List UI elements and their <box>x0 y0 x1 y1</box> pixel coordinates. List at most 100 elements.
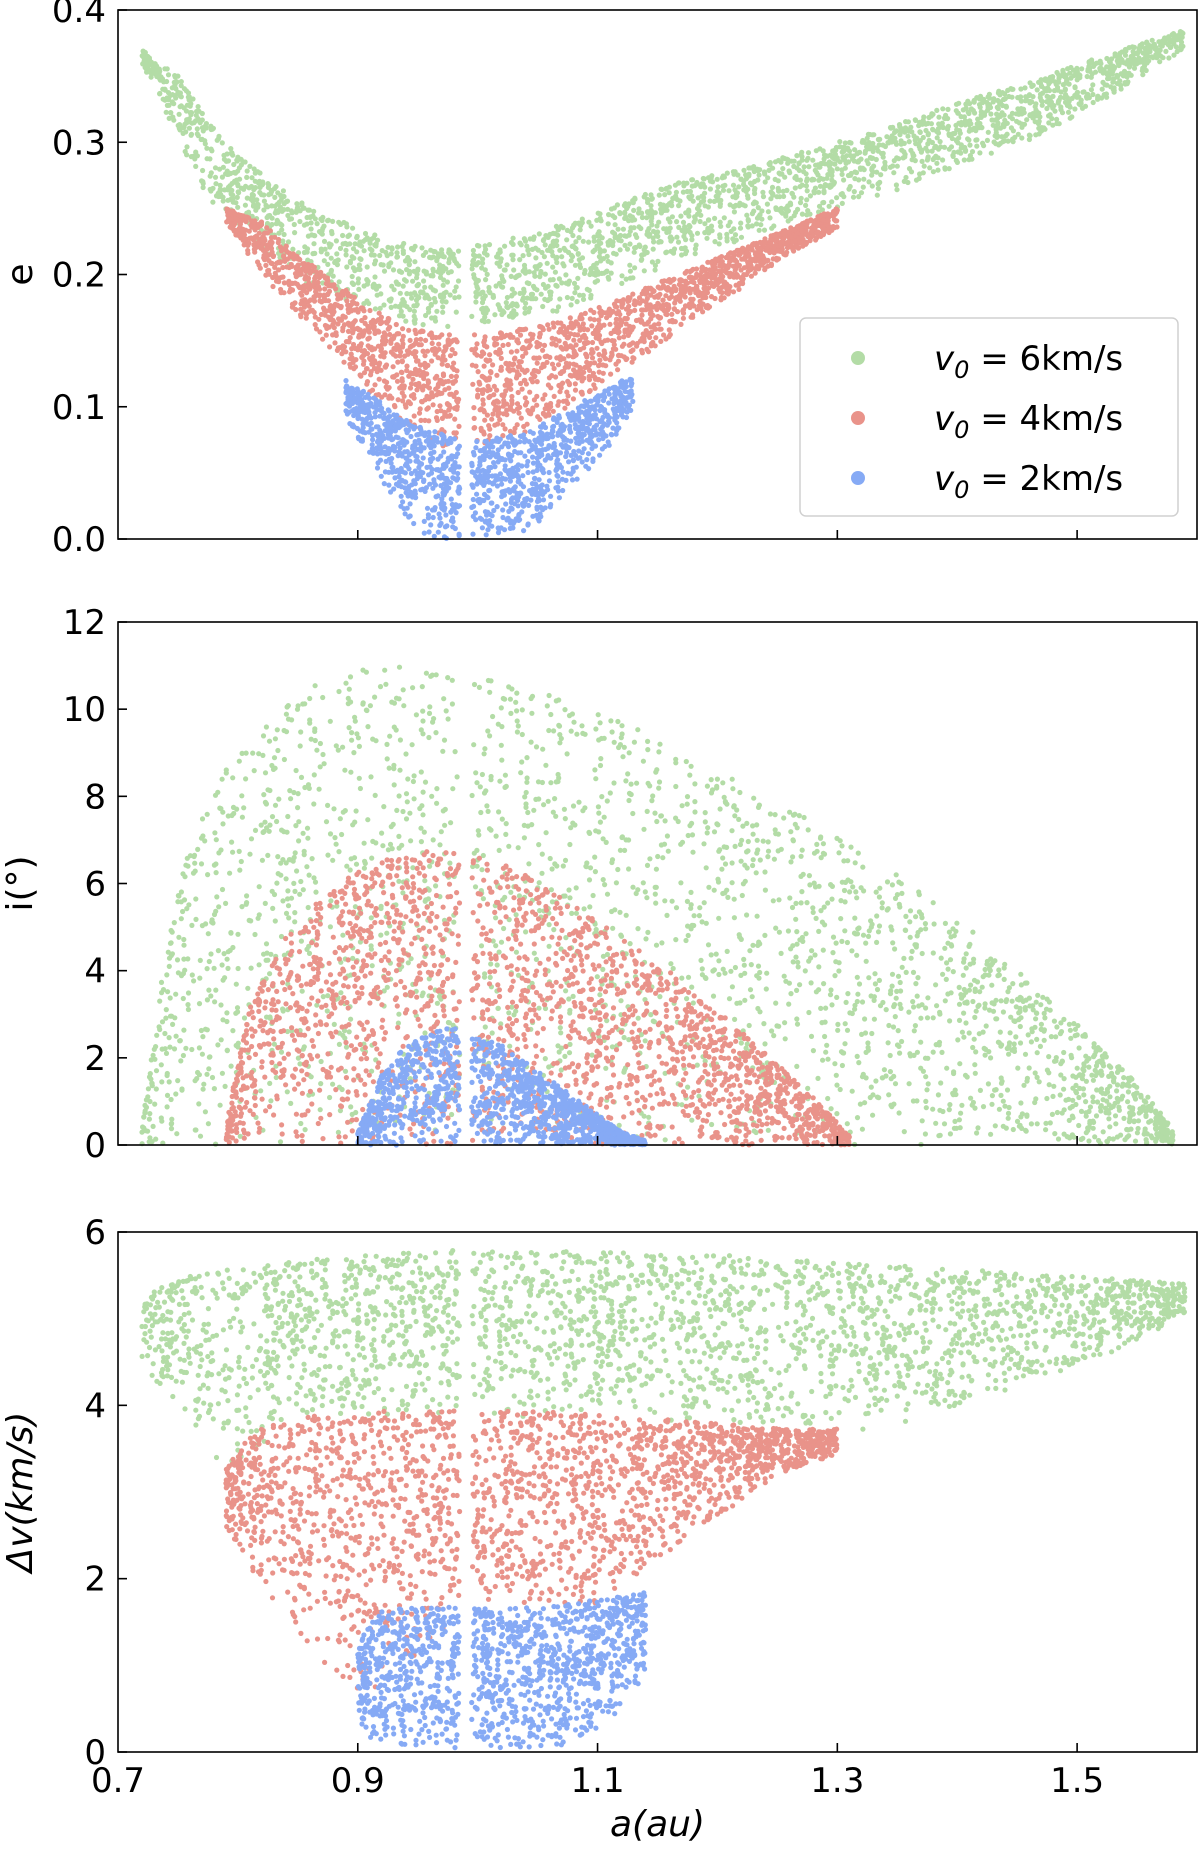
scatter-point <box>440 304 446 310</box>
scatter-point <box>762 179 768 185</box>
scatter-point <box>234 177 240 183</box>
scatter-point <box>686 222 692 229</box>
scatter-point <box>435 381 441 387</box>
scatter-point <box>257 170 263 176</box>
scatter-point <box>648 316 654 322</box>
scatter-point <box>411 308 417 314</box>
scatter-point <box>425 378 431 384</box>
scatter-point <box>407 307 413 313</box>
scatter-point <box>194 131 200 137</box>
scatter-point <box>834 166 840 172</box>
scatter-point <box>398 308 404 314</box>
scatter-point <box>357 327 363 333</box>
scatter-point <box>765 209 772 215</box>
scatter-point <box>625 297 631 304</box>
scatter-point <box>599 310 605 316</box>
scatter-point <box>539 249 545 256</box>
scatter-point <box>770 232 777 238</box>
scatter-point <box>1033 101 1039 107</box>
scatter-point <box>188 132 194 138</box>
scatter-point <box>473 299 479 305</box>
scatter-point <box>1009 86 1015 92</box>
scatter-point <box>953 157 959 164</box>
scatter-point <box>1099 86 1105 92</box>
scatter-point <box>157 91 163 97</box>
scatter-point <box>627 262 633 268</box>
scatter-point <box>722 182 728 188</box>
scatter-point <box>1072 84 1078 90</box>
scatter-point <box>220 164 226 170</box>
scatter-point <box>447 292 453 298</box>
scatter-point <box>1077 72 1083 78</box>
scatter-point <box>974 143 980 149</box>
scatter-point <box>487 433 493 439</box>
scatter-point <box>367 240 373 246</box>
scatter-point <box>917 129 923 135</box>
scatter-point <box>572 262 579 268</box>
scatter-point <box>711 198 717 204</box>
scatter-point <box>893 182 900 188</box>
scatter-point <box>287 251 294 257</box>
scatter-point <box>546 406 552 412</box>
scatter-point <box>538 324 544 330</box>
scatter-point <box>709 283 716 289</box>
scatter-point <box>623 306 630 312</box>
scatter-point <box>326 288 333 294</box>
scatter-point <box>940 106 946 112</box>
scatter-point <box>523 300 529 306</box>
scatter-point <box>564 294 571 301</box>
scatter-point <box>421 383 427 389</box>
scatter-point <box>512 355 518 361</box>
scatter-point <box>586 239 592 245</box>
scatter-point <box>662 192 668 198</box>
scatter-point <box>370 317 376 323</box>
scatter-point <box>672 319 678 325</box>
scatter-point <box>645 228 651 234</box>
scatter-point <box>1065 66 1071 72</box>
scatter-point <box>523 326 529 332</box>
scatter-point <box>616 335 622 341</box>
scatter-point <box>596 317 602 323</box>
scatter-point <box>1109 71 1115 77</box>
scatter-point <box>452 416 458 422</box>
scatter-point <box>725 264 731 270</box>
scatter-point <box>1166 34 1172 40</box>
scatter-point <box>176 111 182 117</box>
scatter-point <box>308 226 314 232</box>
scatter-point <box>820 148 826 154</box>
scatter-point <box>401 393 407 399</box>
scatter-point <box>522 305 528 311</box>
scatter-point <box>237 232 243 238</box>
scatter-point <box>558 223 564 229</box>
scatter-point <box>526 410 533 416</box>
scatter-point <box>229 180 235 187</box>
scatter-point <box>593 335 599 341</box>
scatter-point <box>400 283 406 289</box>
scatter-point <box>697 298 703 304</box>
scatter-point <box>825 211 831 217</box>
scatter-point <box>701 273 707 279</box>
scatter-point <box>731 226 737 232</box>
scatter-point <box>349 280 355 286</box>
scatter-point <box>371 252 377 258</box>
scatter-point <box>562 405 568 411</box>
scatter-point <box>888 138 894 144</box>
scatter-point <box>577 227 583 233</box>
scatter-point <box>164 102 170 108</box>
scatter-point <box>446 385 452 391</box>
scatter-point <box>953 108 959 114</box>
scatter-point <box>775 256 782 262</box>
scatter-point <box>656 219 662 225</box>
scatter-point <box>379 248 385 254</box>
scatter-point <box>388 251 394 257</box>
scatter-point <box>990 122 996 128</box>
scatter-point <box>569 373 575 379</box>
scatter-point <box>722 279 728 285</box>
scatter-point <box>768 241 774 247</box>
scatter-point <box>639 347 645 353</box>
scatter-point <box>514 401 521 407</box>
scatter-point <box>185 90 192 96</box>
scatter-point <box>700 175 706 182</box>
scatter-point <box>869 155 875 161</box>
scatter-point <box>789 190 795 196</box>
